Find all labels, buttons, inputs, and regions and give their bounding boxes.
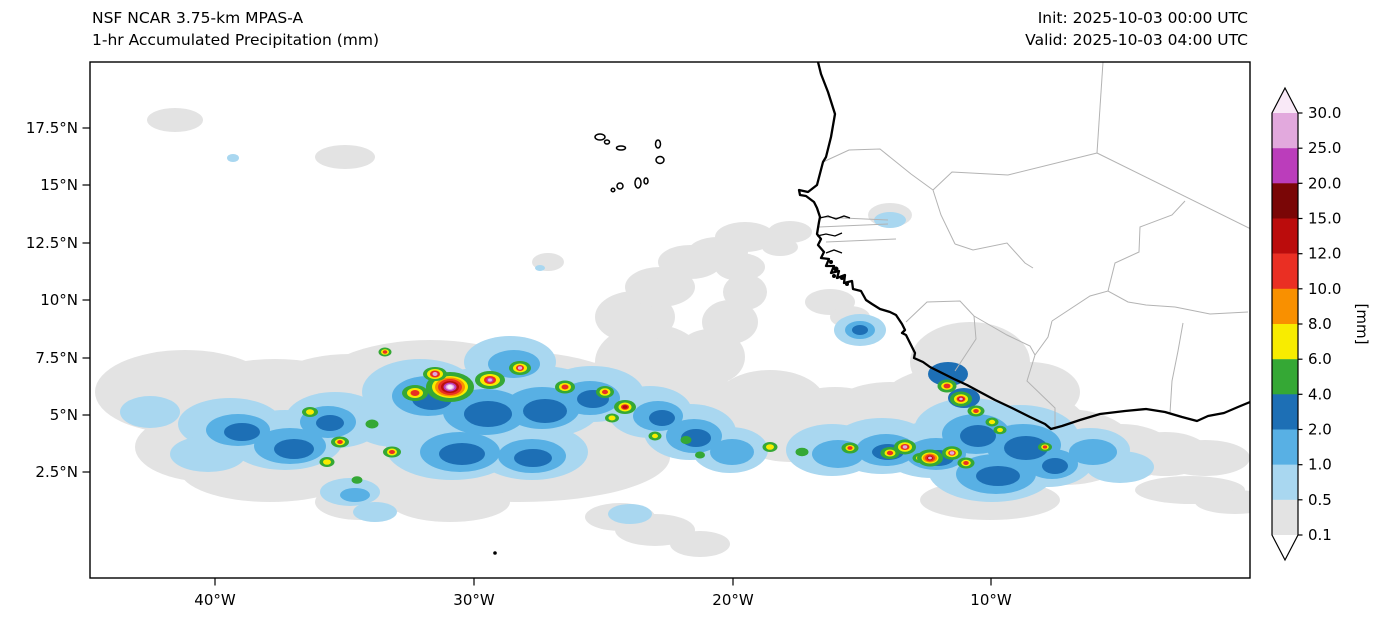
colorbar-tick-label: 8.0 xyxy=(1308,315,1332,333)
plot-titles-left: NSF NCAR 3.75-km MPAS-A 1-hr Accumulated… xyxy=(92,7,379,51)
colorbar-segment xyxy=(1272,464,1298,501)
convective-cell xyxy=(762,442,778,452)
colorbar-segment xyxy=(1272,429,1298,465)
colorbar-segment xyxy=(1272,288,1298,325)
colorbar-segment xyxy=(1272,148,1298,184)
convective-cell xyxy=(383,446,401,458)
convective-cell xyxy=(648,431,662,441)
convective-cell xyxy=(302,407,318,417)
colorbar-extend-under xyxy=(1272,535,1298,560)
x-tick-label: 30°W xyxy=(453,591,495,609)
colorbar-segment xyxy=(1272,499,1298,535)
colorbar-segment xyxy=(1272,113,1298,149)
colorbar-tick-label: 25.0 xyxy=(1308,139,1341,157)
convective-cell xyxy=(967,405,985,417)
y-axis: 17.5°N 15°N 12.5°N 10°N 7.5°N 5°N 2.5°N xyxy=(26,119,90,481)
convective-cell xyxy=(880,447,900,459)
colorbar-segment xyxy=(1272,324,1298,360)
coastline xyxy=(797,62,1250,431)
y-tick-label: 15°N xyxy=(40,176,78,194)
convective-cell xyxy=(319,457,335,467)
convective-cell xyxy=(937,379,957,393)
convective-cell xyxy=(942,446,962,460)
colorbar-tick-label: 2.0 xyxy=(1308,421,1332,439)
convective-cell xyxy=(680,436,692,444)
convective-cell xyxy=(351,476,363,484)
colorbar-ticks: 30.0 25.0 20.0 15.0 12.0 10.0 8.0 6.0 4.… xyxy=(1298,104,1341,544)
convective-cell xyxy=(475,371,505,389)
convective-cell xyxy=(423,367,447,381)
y-tick-label: 12.5°N xyxy=(26,234,78,252)
y-tick-label: 10°N xyxy=(40,291,78,309)
convective-cell xyxy=(426,372,474,402)
colorbar-tick-label: 12.0 xyxy=(1308,245,1341,263)
colorbar-segment xyxy=(1272,253,1298,290)
convective-cell xyxy=(596,386,614,398)
convective-cell xyxy=(1038,442,1052,452)
colorbar-segment xyxy=(1272,218,1298,254)
colorbar-tick-label: 0.1 xyxy=(1308,526,1332,544)
convective-cell xyxy=(365,419,379,429)
convective-cell xyxy=(894,439,916,455)
colorbar-extend-over xyxy=(1272,88,1298,113)
y-tick-label: 7.5°N xyxy=(35,349,78,367)
convective-cell xyxy=(841,442,859,454)
convective-cell xyxy=(378,347,392,357)
convective-cell xyxy=(950,391,972,407)
colorbar-segment xyxy=(1272,359,1298,395)
geba-river xyxy=(825,249,843,254)
colorbar: 30.0 25.0 20.0 15.0 12.0 10.0 8.0 6.0 4.… xyxy=(1271,86,1371,562)
colorbar-tick-label: 20.0 xyxy=(1308,174,1341,192)
convective-cell xyxy=(331,436,349,448)
country-borders xyxy=(818,62,1250,430)
convective-cell xyxy=(957,457,975,469)
colorbar-tick-label: 6.0 xyxy=(1308,350,1332,368)
convective-cell xyxy=(614,400,636,414)
y-tick-label: 5°N xyxy=(50,406,78,424)
y-tick-label: 2.5°N xyxy=(35,463,78,481)
init-time-label: Init: 2025-10-03 00:00 UTC xyxy=(1037,9,1248,27)
colorbar-segment xyxy=(1272,394,1298,430)
colorbar-tick-label: 15.0 xyxy=(1308,210,1341,228)
convective-cell xyxy=(795,447,809,457)
x-tick-label: 10°W xyxy=(970,591,1012,609)
x-tick-label: 40°W xyxy=(194,591,236,609)
y-tick-label: 17.5°N xyxy=(26,119,78,137)
convective-cells xyxy=(302,347,1052,484)
product-title: 1-hr Accumulated Precipitation (mm) xyxy=(92,31,379,49)
convective-cell xyxy=(509,361,531,375)
x-tick-label: 20°W xyxy=(712,591,754,609)
colorbar-tick-label: 1.0 xyxy=(1308,456,1332,474)
convective-cell xyxy=(993,425,1007,435)
model-title: NSF NCAR 3.75-km MPAS-A xyxy=(92,9,304,27)
cape-verde-islands xyxy=(594,133,665,193)
map-frame xyxy=(89,61,1251,579)
map-content xyxy=(95,62,1250,557)
colorbar-tick-label: 4.0 xyxy=(1308,385,1332,403)
casamance-river xyxy=(816,232,843,237)
x-axis: 40°W 30°W 20°W 10°W xyxy=(194,578,1012,609)
plot-titles-right: Init: 2025-10-03 00:00 UTC Valid: 2025-1… xyxy=(1025,7,1248,51)
colorbar-segment xyxy=(1272,183,1298,219)
gambia-river xyxy=(819,215,851,220)
convective-cell xyxy=(917,449,943,467)
convective-cell xyxy=(695,451,705,459)
convective-cell xyxy=(555,380,575,394)
map-plot-area: 40°W 30°W 20°W 10°W 17.5°N 15°N 12.5°N 1… xyxy=(26,61,1251,609)
colorbar-tick-label: 0.5 xyxy=(1308,491,1332,509)
colorbar-tick-label: 10.0 xyxy=(1308,280,1341,298)
valid-time-label: Valid: 2025-10-03 04:00 UTC xyxy=(1025,31,1248,49)
convective-cell xyxy=(605,413,619,423)
convective-cell xyxy=(985,417,999,427)
colorbar-unit-label: [mm] xyxy=(1353,304,1371,345)
st-peter-paul-rocks xyxy=(493,551,497,555)
colorbar-tick-label: 30.0 xyxy=(1308,104,1341,122)
convective-cell xyxy=(402,385,428,401)
